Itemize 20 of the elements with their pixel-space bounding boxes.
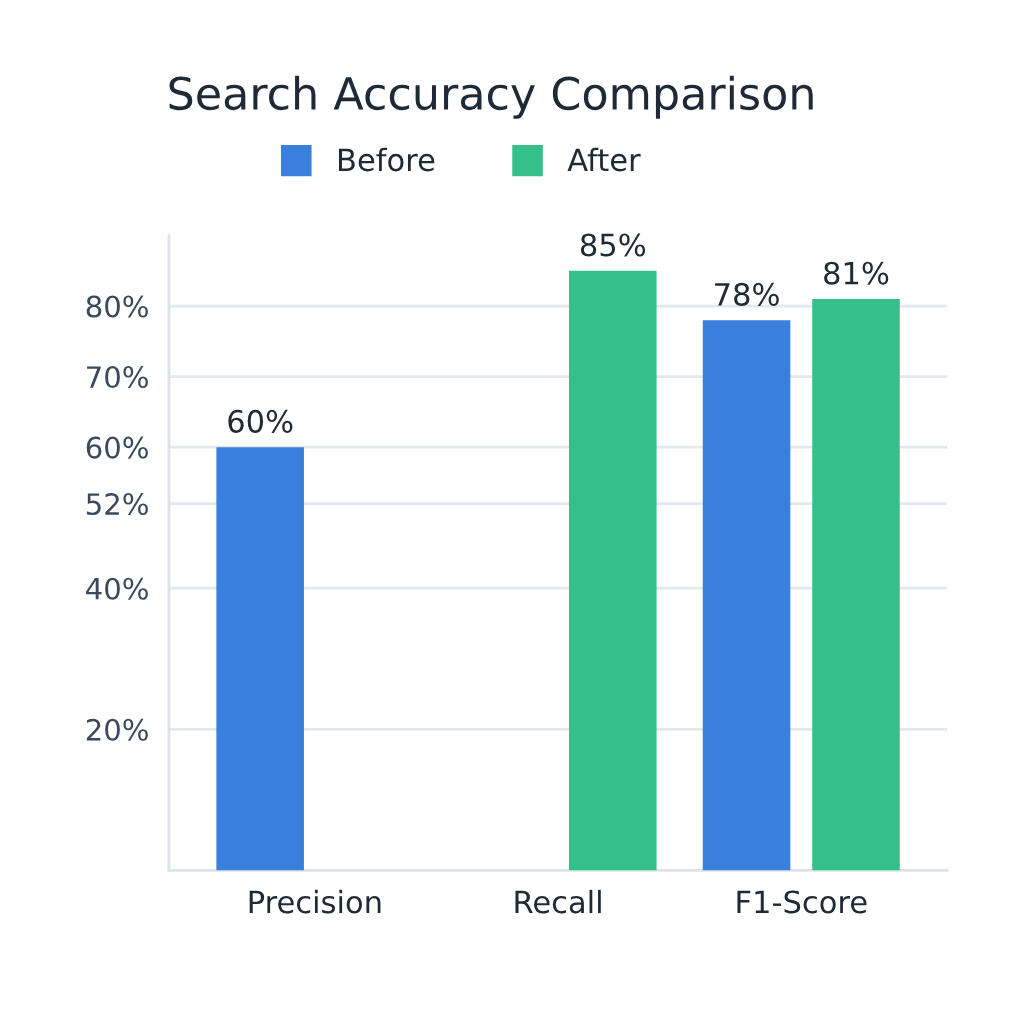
bar (216, 447, 304, 871)
data-label: 78% (715, 282, 779, 306)
y-tick-label: 40% (86, 577, 148, 600)
data-label: 81% (824, 261, 889, 285)
y-tick-label: 20% (86, 718, 148, 741)
bar (569, 270, 657, 871)
legend-label: Before (338, 147, 435, 172)
y-tick-label: 52% (86, 493, 148, 516)
bar (702, 320, 791, 871)
y-tick-label: 80% (86, 295, 148, 318)
x-tick-label: Recall (515, 889, 601, 914)
legend-label: After (567, 147, 641, 172)
data-label: 60% (228, 409, 293, 433)
y-tick-label: 70% (87, 366, 148, 389)
bar (812, 299, 900, 871)
chart-title: Search Accuracy Comparison (169, 75, 813, 119)
x-tick-label: Precision (249, 889, 381, 914)
data-label: 85% (580, 233, 646, 257)
x-tick-label: F1-Score (737, 890, 867, 914)
y-tick-label: 60% (86, 436, 148, 459)
